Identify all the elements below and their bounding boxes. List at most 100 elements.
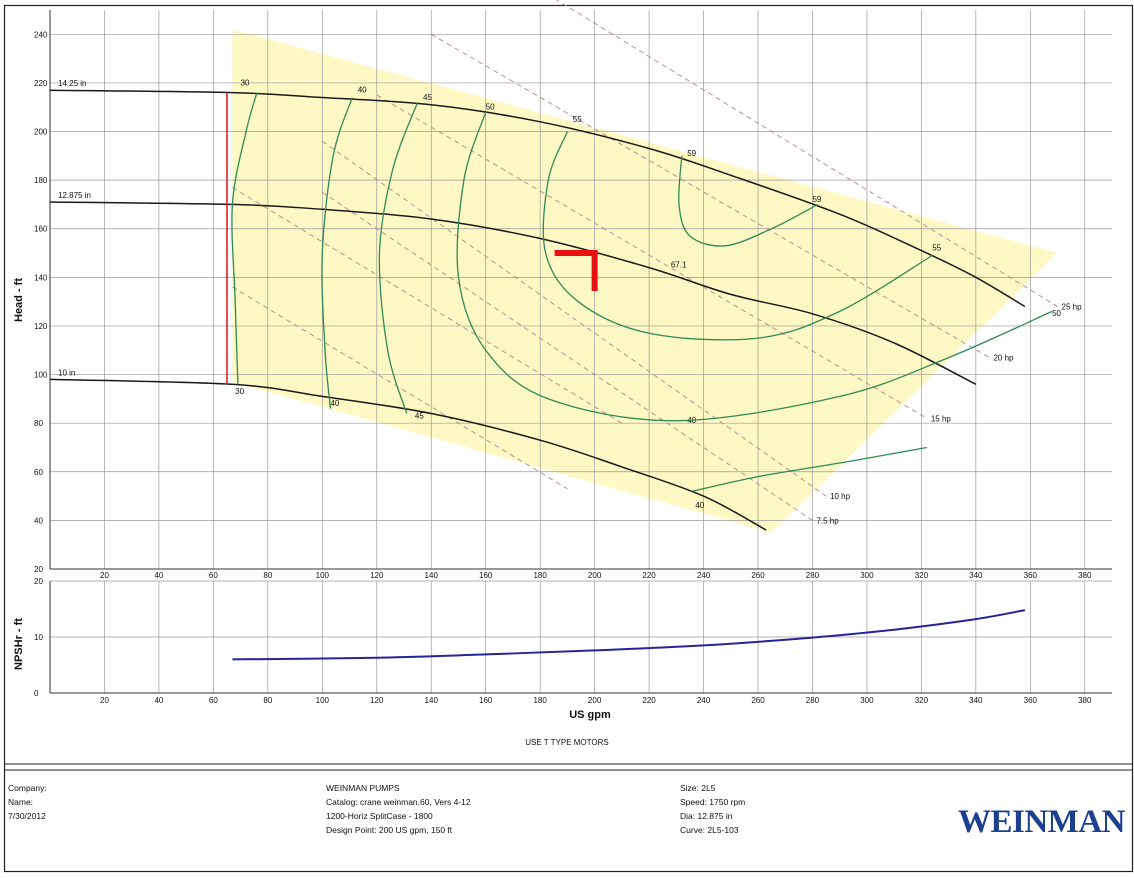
head-x-tick: 180 bbox=[533, 571, 547, 580]
npsh-x-tick: 320 bbox=[915, 696, 929, 705]
efficiency-curve bbox=[692, 446, 927, 492]
efficiency-label: 50 bbox=[486, 103, 495, 112]
weinman-logo: WEINMAN bbox=[958, 804, 1126, 840]
head-x-tick: 220 bbox=[642, 571, 656, 580]
dia-text: Dia: 12.875 in bbox=[680, 811, 733, 821]
page-border bbox=[3, 4, 1134, 873]
efficiency-label: 40 bbox=[330, 399, 339, 408]
efficiency-label: 45 bbox=[423, 93, 432, 102]
efficiency-label: 55 bbox=[573, 115, 582, 124]
npsh-x-tick: 200 bbox=[588, 696, 602, 705]
head-x-tick: 80 bbox=[263, 571, 272, 580]
head-x-tick: 260 bbox=[751, 571, 765, 580]
head-y-tick: 140 bbox=[34, 273, 48, 282]
head-y-tick: 180 bbox=[34, 176, 48, 185]
size-text: Size: 2L5 bbox=[680, 783, 716, 793]
speed-text: Speed: 1750 rpm bbox=[680, 797, 745, 807]
npsh-x-tick: 100 bbox=[316, 696, 330, 705]
design-point-marker bbox=[554, 250, 598, 292]
efficiency-label: 59 bbox=[687, 149, 696, 158]
npsh-x-tick: 240 bbox=[697, 696, 711, 705]
head-axis-title: Head - ft bbox=[13, 278, 25, 322]
design-point-text: Design Point: 200 US gpm, 150 ft bbox=[326, 825, 453, 835]
npshr-axis-title: NPSHr - ft bbox=[13, 618, 25, 670]
head-x-tick: 140 bbox=[425, 571, 439, 580]
npsh-x-tick: 80 bbox=[263, 696, 272, 705]
npsh-x-tick: 160 bbox=[479, 696, 493, 705]
npsh-y-tick: 0 bbox=[34, 689, 39, 698]
head-y-tick: 200 bbox=[34, 128, 48, 137]
efficiency-curve bbox=[542, 131, 933, 341]
head-x-tick: 20 bbox=[100, 571, 109, 580]
head-x-tick: 280 bbox=[806, 571, 820, 580]
head-x-tick: 200 bbox=[588, 571, 602, 580]
head-x-tick: 300 bbox=[860, 571, 874, 580]
npsh-x-tick: 220 bbox=[642, 696, 656, 705]
impeller-curve-label: 10 in bbox=[58, 368, 75, 377]
power-line bbox=[555, 0, 1058, 307]
power-line-label: 7.5 hp bbox=[816, 516, 839, 525]
efficiency-curve bbox=[231, 92, 258, 385]
npsh-x-tick: 40 bbox=[154, 696, 163, 705]
power-line bbox=[232, 286, 568, 490]
motor-note: USE T TYPE MOTORS bbox=[525, 738, 608, 747]
head-y-tick: 20 bbox=[34, 565, 43, 574]
power-line bbox=[232, 187, 623, 424]
efficiency-curve bbox=[678, 155, 819, 247]
npsh-x-tick: 60 bbox=[209, 696, 218, 705]
power-line-label: 15 hp bbox=[931, 414, 952, 423]
efficiency-label: 40 bbox=[358, 86, 367, 95]
npsh-x-tick: 120 bbox=[370, 696, 384, 705]
head-y-tick: 100 bbox=[34, 371, 48, 380]
head-x-tick: 340 bbox=[969, 571, 983, 580]
head-x-tick: 120 bbox=[370, 571, 384, 580]
npsh-x-tick: 280 bbox=[806, 696, 820, 705]
npshr-curve bbox=[232, 609, 1026, 661]
npsh-x-tick: 260 bbox=[751, 696, 765, 705]
power-line-label: 10 hp bbox=[830, 492, 851, 501]
company-label: Company: bbox=[8, 783, 47, 793]
power-line bbox=[376, 94, 928, 419]
impeller-curve-label: 12.875 in bbox=[58, 191, 91, 200]
head-x-tick: 160 bbox=[479, 571, 493, 580]
catalog-text: Catalog: crane weinman.60, Vers 4-12 bbox=[326, 797, 471, 807]
head-y-tick: 240 bbox=[34, 30, 48, 39]
head-y-tick: 60 bbox=[34, 468, 43, 477]
head-x-tick: 360 bbox=[1024, 571, 1038, 580]
head-y-tick: 160 bbox=[34, 225, 48, 234]
head-y-tick: 80 bbox=[34, 419, 43, 428]
flow-axis-title: US gpm bbox=[569, 709, 611, 721]
impeller-curve bbox=[49, 201, 977, 385]
efficiency-label: 30 bbox=[241, 78, 250, 87]
efficiency-label: 55 bbox=[932, 244, 941, 253]
npsh-x-tick: 380 bbox=[1078, 696, 1092, 705]
npsh-y-tick: 10 bbox=[34, 633, 43, 642]
head-y-tick: 120 bbox=[34, 322, 48, 331]
npsh-x-tick: 180 bbox=[533, 696, 547, 705]
efficiency-label: 45 bbox=[415, 411, 424, 420]
power-line bbox=[322, 140, 827, 497]
peak-efficiency-label: 67.1 bbox=[671, 261, 687, 270]
series-text: 1200-Horiz SplitCase - 1800 bbox=[326, 811, 433, 821]
efficiency-label: 50 bbox=[1052, 309, 1061, 318]
date-text: 7/30/2012 bbox=[8, 811, 46, 821]
npsh-x-tick: 20 bbox=[100, 696, 109, 705]
efficiency-curve bbox=[321, 97, 353, 409]
npsh-x-tick: 360 bbox=[1024, 696, 1038, 705]
head-x-tick: 40 bbox=[154, 571, 163, 580]
impeller-curve-label: 14.25 in bbox=[58, 79, 86, 88]
power-line-label: 25 hp bbox=[1062, 303, 1083, 312]
power-line-label: 20 hp bbox=[993, 354, 1014, 363]
head-y-tick: 40 bbox=[34, 516, 43, 525]
name-label: Name: bbox=[8, 797, 33, 807]
head-x-tick: 60 bbox=[209, 571, 218, 580]
npsh-y-tick: 20 bbox=[34, 577, 43, 586]
curve-text: Curve: 2L5-103 bbox=[680, 825, 739, 835]
operating-region bbox=[232, 29, 1058, 533]
head-y-tick: 220 bbox=[34, 79, 48, 88]
efficiency-label: 40 bbox=[695, 501, 704, 510]
npsh-x-tick: 300 bbox=[860, 696, 874, 705]
pump-brand: WEINMAN PUMPS bbox=[326, 783, 400, 793]
